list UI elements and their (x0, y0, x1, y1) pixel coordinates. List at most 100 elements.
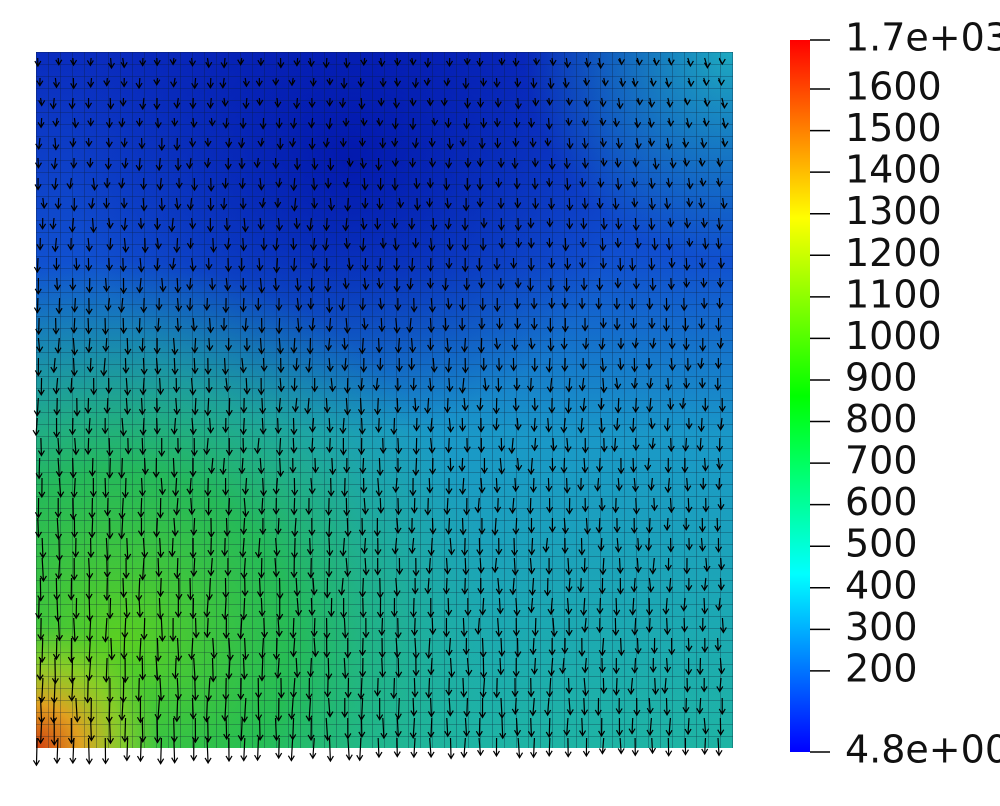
glyph (121, 617, 129, 639)
glyph (118, 517, 126, 540)
glyph (546, 497, 554, 514)
glyph (274, 197, 282, 209)
glyph (304, 397, 312, 415)
glyph (664, 457, 672, 474)
glyph (514, 97, 522, 110)
glyph (391, 157, 399, 168)
glyph (443, 397, 451, 414)
glyph (581, 457, 589, 474)
glyph (189, 137, 197, 148)
glyph (717, 77, 725, 87)
glyph (564, 397, 572, 414)
glyph (68, 677, 76, 702)
glyph (155, 557, 163, 578)
glyph (293, 57, 301, 67)
glyph (171, 357, 179, 376)
glyph (594, 697, 602, 717)
glyph (118, 697, 126, 722)
glyph (322, 217, 330, 232)
glyph (650, 497, 659, 512)
glyph (33, 297, 41, 314)
glyph (493, 257, 501, 271)
glyph (681, 317, 690, 332)
glyph (154, 697, 162, 721)
glyph (667, 57, 675, 66)
glyph (613, 317, 621, 331)
glyph (565, 557, 573, 576)
glyph (394, 57, 402, 67)
glyph (646, 697, 654, 715)
glyph (548, 257, 556, 270)
glyph (581, 317, 589, 332)
glyph (463, 57, 471, 66)
glyph (272, 717, 281, 742)
glyph (394, 337, 402, 354)
glyph (322, 57, 330, 69)
glyph (648, 197, 656, 211)
glyph (645, 517, 653, 534)
glyph (580, 597, 588, 617)
glyph (52, 137, 60, 151)
glyph (259, 517, 267, 536)
glyph (50, 357, 58, 374)
glyph (441, 277, 449, 292)
glyph (158, 477, 167, 496)
glyph (140, 297, 148, 314)
glyph (714, 517, 722, 533)
glyph (463, 697, 471, 718)
glyph (188, 637, 196, 661)
glyph (73, 697, 81, 723)
glyph (225, 137, 233, 149)
glyph (715, 437, 724, 453)
glyph (564, 57, 572, 69)
glyph (68, 97, 76, 110)
glyph (409, 57, 417, 66)
glyph (617, 57, 626, 66)
glyph (686, 57, 694, 68)
glyph (681, 457, 689, 474)
glyph (308, 517, 316, 537)
glyph (596, 597, 604, 615)
glyph (207, 517, 215, 538)
glyph (700, 577, 709, 592)
glyph (513, 377, 521, 392)
glyph (210, 237, 218, 253)
glyph (360, 537, 368, 555)
glyph (357, 397, 365, 416)
glyph (648, 257, 656, 271)
glyph (155, 297, 163, 311)
glyph (156, 177, 164, 191)
glyph (393, 577, 401, 597)
glyph (85, 337, 93, 354)
glyph (513, 297, 521, 310)
glyph (700, 297, 708, 310)
glyph (91, 177, 99, 191)
glyph (548, 157, 556, 171)
glyph (394, 517, 402, 535)
glyph (717, 577, 725, 591)
glyph (158, 437, 166, 458)
glyph (512, 657, 520, 678)
glyph (719, 617, 727, 634)
glyph (550, 437, 558, 452)
glyph (339, 137, 347, 148)
glyph (120, 277, 128, 295)
glyph (408, 257, 416, 273)
glyph (617, 457, 625, 475)
glyph (652, 57, 660, 67)
glyph (37, 577, 45, 602)
glyph (243, 337, 251, 352)
glyph (324, 277, 332, 293)
glyph (718, 657, 726, 675)
glyph (492, 737, 500, 758)
glyph (376, 117, 384, 127)
glyph (508, 437, 516, 455)
glyph (273, 537, 281, 557)
glyph (85, 297, 93, 316)
glyph (258, 597, 266, 618)
glyph (565, 577, 573, 593)
glyph (203, 617, 211, 639)
glyph (219, 457, 227, 476)
glyph (70, 477, 78, 499)
glyph (119, 97, 127, 107)
